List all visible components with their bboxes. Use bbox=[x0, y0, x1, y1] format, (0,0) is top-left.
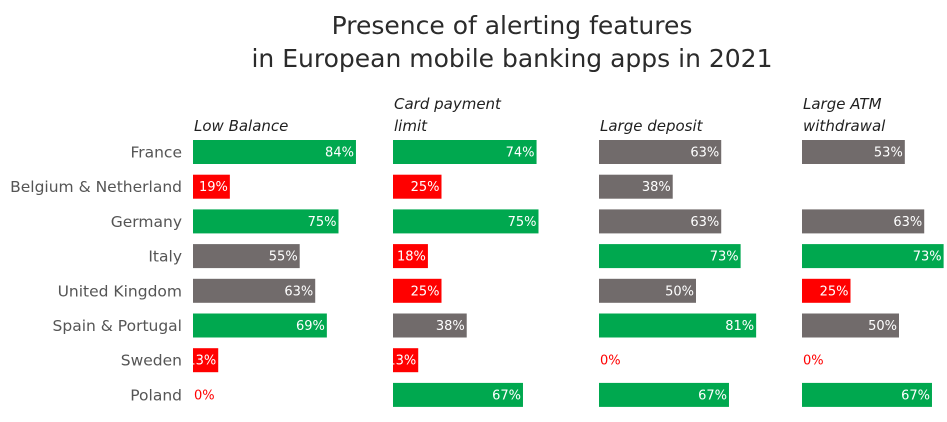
value-label: 63% bbox=[690, 146, 719, 161]
bar bbox=[393, 313, 467, 338]
value-label: 69% bbox=[296, 319, 325, 334]
bar bbox=[393, 278, 442, 303]
bar bbox=[599, 382, 729, 407]
series-header-line: limit bbox=[394, 117, 428, 135]
value-label: 63% bbox=[284, 284, 313, 299]
value-label: 50% bbox=[868, 319, 897, 334]
bar bbox=[393, 382, 523, 407]
country-label: Sweden bbox=[121, 352, 182, 370]
value-label: 73% bbox=[913, 250, 942, 265]
bar bbox=[802, 209, 925, 234]
bar bbox=[802, 244, 944, 269]
country-label: Italy bbox=[148, 248, 182, 266]
country-labels: France Belgium & Netherland Germany Italy Un… bbox=[10, 144, 182, 405]
bar bbox=[193, 244, 300, 269]
value-label: 25% bbox=[820, 284, 849, 299]
value-label: 67% bbox=[901, 388, 930, 403]
value-label: 38% bbox=[436, 319, 465, 334]
value-label: 13% bbox=[187, 354, 216, 369]
value-label: 25% bbox=[411, 180, 440, 195]
bar bbox=[393, 348, 419, 373]
value-label: 38% bbox=[642, 180, 671, 195]
bar bbox=[393, 209, 539, 234]
value-label: 53% bbox=[874, 146, 903, 161]
bar bbox=[393, 244, 428, 269]
value-label: 67% bbox=[698, 388, 727, 403]
country-label: United Kingdom bbox=[58, 282, 182, 300]
bar bbox=[193, 313, 327, 338]
bar bbox=[599, 278, 696, 303]
value-label: 63% bbox=[690, 215, 719, 230]
value-label: 73% bbox=[710, 250, 739, 265]
series-header-line: withdrawal bbox=[803, 117, 886, 135]
bar bbox=[599, 140, 722, 164]
bar bbox=[193, 278, 316, 303]
series-header-line: Large ATM bbox=[803, 95, 882, 113]
chart-title-line-2: in European mobile banking apps in 2021 bbox=[251, 44, 772, 73]
bar bbox=[193, 348, 219, 373]
value-label: 84% bbox=[325, 146, 354, 161]
value-label: 50% bbox=[665, 284, 694, 299]
country-label: Germany bbox=[111, 213, 182, 231]
country-label: Spain & Portugal bbox=[53, 317, 182, 335]
series-header-line: Large deposit bbox=[600, 117, 704, 135]
column-headers: Low Balance Card payment limit Large deposi… bbox=[194, 95, 886, 135]
value-label: 0% bbox=[803, 354, 824, 369]
bar bbox=[599, 244, 741, 269]
value-label: 67% bbox=[492, 388, 521, 403]
country-label: Poland bbox=[130, 386, 182, 404]
value-label: 75% bbox=[308, 215, 337, 230]
value-label: 18% bbox=[397, 250, 426, 265]
value-label: 75% bbox=[508, 215, 537, 230]
value-label: 0% bbox=[600, 354, 621, 369]
value-label: 0% bbox=[194, 388, 215, 403]
bars: 84% 19% 75% 55% 63% 69% 13% 0% 74% 25% 75% 18% 25% 38… bbox=[187, 140, 944, 407]
value-label: 55% bbox=[269, 250, 298, 265]
series-header-line: Low Balance bbox=[194, 117, 288, 135]
bar bbox=[802, 313, 899, 338]
value-label: 81% bbox=[725, 319, 754, 334]
bar bbox=[193, 209, 339, 234]
value-label: 74% bbox=[506, 146, 535, 161]
country-label: France bbox=[130, 144, 182, 162]
bar bbox=[393, 174, 442, 199]
bar bbox=[193, 140, 356, 164]
bar bbox=[802, 140, 905, 164]
value-label: 63% bbox=[893, 215, 922, 230]
bar bbox=[599, 313, 757, 338]
value-label: 19% bbox=[199, 180, 228, 195]
country-label: Belgium & Netherland bbox=[10, 178, 182, 196]
value-label: 13% bbox=[387, 354, 416, 369]
bar bbox=[193, 174, 230, 199]
chart-title-line-1: Presence of alerting features bbox=[332, 11, 693, 40]
value-label: 25% bbox=[411, 284, 440, 299]
bar bbox=[802, 382, 932, 407]
bar bbox=[802, 278, 851, 303]
series-header-line: Card payment bbox=[394, 95, 502, 113]
bar bbox=[599, 174, 673, 199]
bar bbox=[393, 140, 537, 164]
bar bbox=[599, 209, 722, 234]
